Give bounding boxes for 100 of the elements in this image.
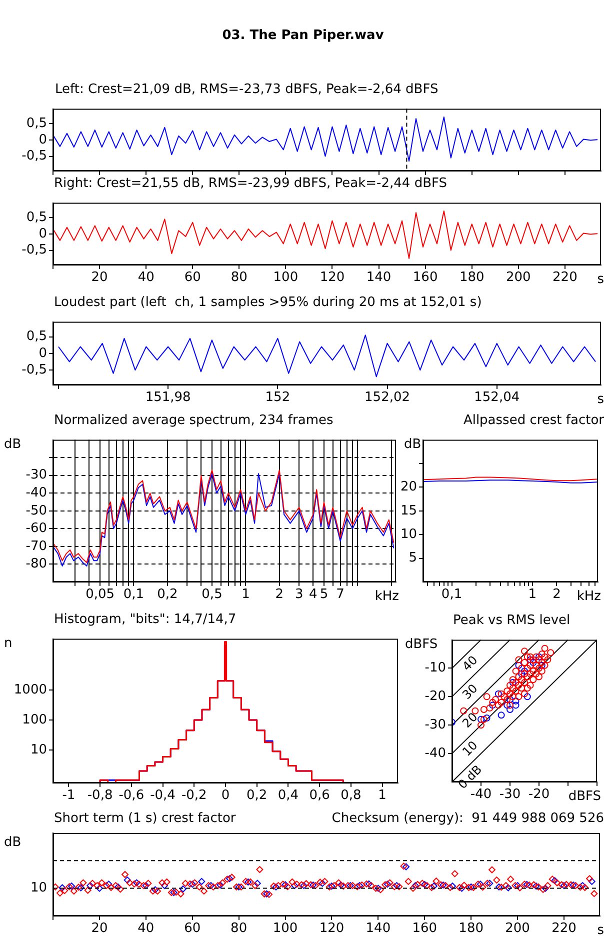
x-tick-label: 40: [138, 920, 154, 936]
point: [430, 882, 438, 890]
x-tick-label: -1: [62, 788, 76, 803]
chart-title: Peak vs RMS level: [453, 613, 570, 628]
x-axis-title: kHz: [374, 589, 399, 604]
chart-subtitle: Left: Crest=21,09 dB, RMS=-23,73 dBFS, Peak=-2,64 dBFS: [55, 82, 438, 97]
y-tick-label: -30: [26, 468, 47, 483]
point: [180, 885, 187, 892]
x-tick-label: 0,1: [441, 586, 462, 602]
x-tick-label: 0,5: [202, 586, 222, 602]
point: [478, 716, 484, 723]
y-tick-label: -50: [26, 503, 47, 518]
y-tick-label: 0,5: [26, 210, 47, 225]
x-axis-title: s: [597, 272, 604, 287]
point: [86, 882, 94, 890]
y-tick-label: 5: [408, 550, 417, 566]
y-tick-label: 15: [400, 503, 417, 518]
y-axis-title: dB: [404, 437, 422, 452]
x-tick-label: 140: [366, 270, 392, 285]
x-tick-label: 7: [336, 586, 344, 602]
x-tick-label: -30: [499, 786, 521, 802]
x-axis-title: kHz: [576, 589, 601, 604]
x-tick-label: -0,4: [150, 788, 176, 803]
point: [152, 886, 159, 894]
x-tick-label: 5: [320, 586, 328, 602]
x-tick-label: 1: [378, 788, 386, 803]
x-axis-title: s: [597, 923, 604, 938]
point: [207, 882, 214, 890]
text: 20: [460, 710, 480, 730]
x-tick-label: 0,6: [309, 788, 330, 803]
point: [235, 883, 242, 890]
chart-title: Right: Crest=21,55 dB, RMS=-23,99 dBFS, Peak=-2,44 dBFS: [54, 176, 447, 191]
y-axis-title: dB: [4, 437, 22, 452]
point: [498, 712, 505, 719]
y-tick-label: 0: [38, 132, 47, 148]
x-tick-label: 60: [184, 920, 201, 936]
x-tick-label: 2: [275, 586, 284, 602]
point: [114, 883, 122, 890]
point: [198, 878, 206, 885]
y-tick-label: -30: [424, 717, 446, 732]
x-tick-label: 2: [552, 586, 561, 602]
point: [374, 884, 382, 892]
point: [226, 875, 234, 882]
x-tick-label: 0,8: [340, 788, 362, 803]
y-tick-label: 100: [22, 712, 47, 728]
point: [570, 882, 577, 889]
x-tick-label: 180: [458, 920, 484, 936]
point: [254, 880, 261, 887]
x-tick-label: 0,4: [278, 788, 299, 803]
point: [521, 668, 528, 675]
text: Checksum (energy): 91 449 988 069 526: [332, 811, 604, 826]
y-tick-label: -60: [26, 521, 47, 536]
point: [338, 882, 345, 889]
point: [263, 890, 270, 898]
x-tick-label: -0,8: [87, 788, 113, 803]
point: [468, 883, 475, 890]
x-tick-label: 120: [319, 920, 344, 936]
x-tick-label: -20: [528, 786, 550, 802]
y-tick-label: 0,5: [26, 116, 47, 131]
point: [551, 877, 558, 884]
y-tick-label: 0,5: [26, 329, 47, 344]
point: [524, 693, 531, 700]
y-tick-label: -80: [26, 556, 47, 572]
point: [489, 702, 496, 709]
x-tick-label: 0,2: [157, 586, 178, 602]
x-tick-label: 152: [265, 390, 290, 405]
y-tick-label: -0,5: [22, 242, 47, 258]
point: [515, 662, 522, 669]
x-tick-label: 120: [320, 270, 345, 285]
x-tick-label: -40: [470, 786, 492, 802]
point: [504, 884, 512, 892]
x-tick-label: 0: [221, 788, 230, 803]
point: [542, 884, 549, 892]
point: [356, 882, 364, 890]
point: [402, 863, 410, 870]
point: [509, 678, 516, 686]
point: [160, 882, 168, 890]
y-tick-label: -40: [424, 746, 446, 761]
point: [216, 882, 224, 889]
point: [512, 697, 520, 704]
y-axis-title: dBFS: [405, 637, 438, 652]
y-tick-label: 1000: [14, 682, 47, 698]
x-tick-label: -0,6: [118, 788, 144, 803]
point: [188, 880, 196, 888]
point: [365, 880, 372, 888]
chart-title: Normalized average spectrum, 234 frames: [54, 413, 334, 428]
point: [504, 702, 511, 709]
point: [538, 662, 546, 669]
text: 10: [460, 738, 480, 759]
point: [523, 880, 530, 888]
y-tick-label: 10: [30, 742, 47, 758]
point: [170, 888, 178, 896]
x-axis-title: dBFS: [568, 789, 601, 804]
y-tick-label: 10: [400, 526, 417, 542]
x-tick-label: 80: [230, 920, 248, 936]
point: [393, 882, 400, 890]
point: [244, 878, 252, 886]
x-tick-label: 100: [272, 920, 298, 936]
x-tick-label: 180: [459, 270, 484, 285]
point: [384, 880, 391, 888]
